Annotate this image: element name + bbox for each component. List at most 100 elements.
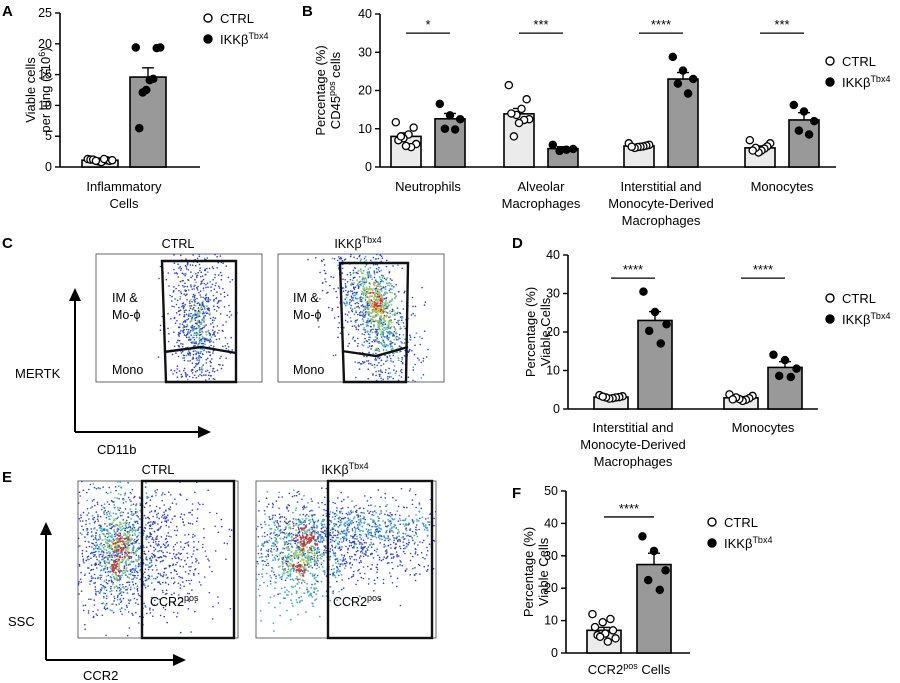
flow-event-dot [338,546,341,548]
flow-event-dot [220,390,222,392]
flow-event-dot [106,512,108,514]
flow-event-dot [212,329,214,332]
flow-event-dot [329,548,332,550]
flow-event-dot [76,495,78,497]
flow-event-dot [377,323,380,326]
flow-event-dot [357,570,359,572]
chart-d-ytick-label: 0 [553,402,560,416]
flow-event-dot [196,276,198,279]
flow-event-dot [287,510,290,512]
flow-event-dot [198,254,200,255]
flow-event-dot [185,273,187,275]
flow-event-dot [197,352,200,355]
flow-event-dot [395,331,398,334]
flow-event-dot [86,508,89,510]
flow-event-dot [147,550,150,553]
flow-event-dot [173,581,176,583]
flow-event-dot [119,512,122,514]
flow-event-dot [105,581,108,584]
flow-event-dot [335,523,338,526]
flow-event-dot [373,510,376,512]
flow-event-dot [321,540,324,543]
flow-event-dot [70,605,72,607]
chart-b-bar [434,118,466,168]
flow-event-dot [273,573,276,576]
flow-event-dot [351,555,353,558]
flow-event-dot [194,264,197,267]
flow-event-dot [124,551,127,554]
flow-event-dot [344,516,347,519]
flow-event-dot [81,552,83,555]
flow-event-dot [143,552,146,555]
flow-event-dot [394,297,397,299]
flow-event-dot [379,506,381,508]
flow-event-dot [171,295,173,298]
flow-event-dot [132,503,135,506]
flow-event-dot [249,511,251,513]
flow-event-dot [395,370,398,373]
flow-event-dot [90,557,92,560]
flow-event-dot [380,330,383,333]
flow-event-dot [406,386,408,388]
flow-event-dot [111,573,114,576]
flow-event-dot [111,526,113,528]
flow-event-dot [349,255,352,258]
flow-event-dot [208,312,211,315]
flow-event-dot [389,288,392,290]
flow-event-dot [143,550,146,553]
flow-event-dot [180,267,183,270]
flow-event-dot [155,538,157,540]
flow-event-dot [395,537,398,540]
flow-event-dot [360,272,363,275]
flow-event-dot [150,510,153,512]
flow-event-dot [204,268,206,271]
flow-event-dot [133,532,136,535]
flow-event-dot [396,351,398,353]
flow-event-dot [106,607,109,610]
flow-event-dot [275,575,277,577]
flow-event-dot [184,326,186,328]
flow-event-dot [459,499,461,501]
flow-event-dot [357,305,360,308]
flow-event-dot [78,537,80,540]
flow-event-dot [180,494,182,496]
flow-event-dot [205,311,207,314]
flow-event-dot [99,591,102,594]
flow-event-dot [186,299,188,301]
flow-event-dot [227,565,229,567]
flow-event-dot [193,550,195,552]
flow-event-dot [120,486,123,489]
flow-event-dot [157,512,159,515]
flow-event-dot [267,549,270,551]
flow-event-dot [164,581,167,584]
flow-event-dot [245,564,247,566]
flow-event-dot [230,336,233,339]
flow-event-dot [202,303,204,306]
flow-event-dot [426,570,428,572]
flow-event-dot [87,512,90,514]
flow-event-dot [101,539,104,542]
flow-event-dot [101,558,103,561]
flow-event-dot [399,392,401,394]
flow-event-dot [413,543,416,545]
flow-event-dot [180,330,182,332]
flow-c-ctrl-title: CTRL [162,237,195,251]
flow-event-dot [269,533,272,535]
flow-event-dot [78,545,81,547]
flow-event-dot [79,578,82,580]
flow-event-dot [397,379,400,382]
flow-event-dot [213,252,215,254]
flow-event-dot [244,519,246,521]
flow-event-dot [183,311,186,314]
flow-event-dot [294,534,297,537]
flow-event-dot [385,297,387,300]
flow-event-dot [127,581,129,583]
flow-event-dot [177,333,180,336]
flow-event-dot [168,491,170,494]
flow-event-dot [382,308,385,311]
flow-event-dot [213,305,215,308]
flow-event-dot [373,288,376,290]
chart-b-data-point [688,74,698,84]
flow-event-dot [60,593,62,595]
flow-event-dot [174,515,176,517]
